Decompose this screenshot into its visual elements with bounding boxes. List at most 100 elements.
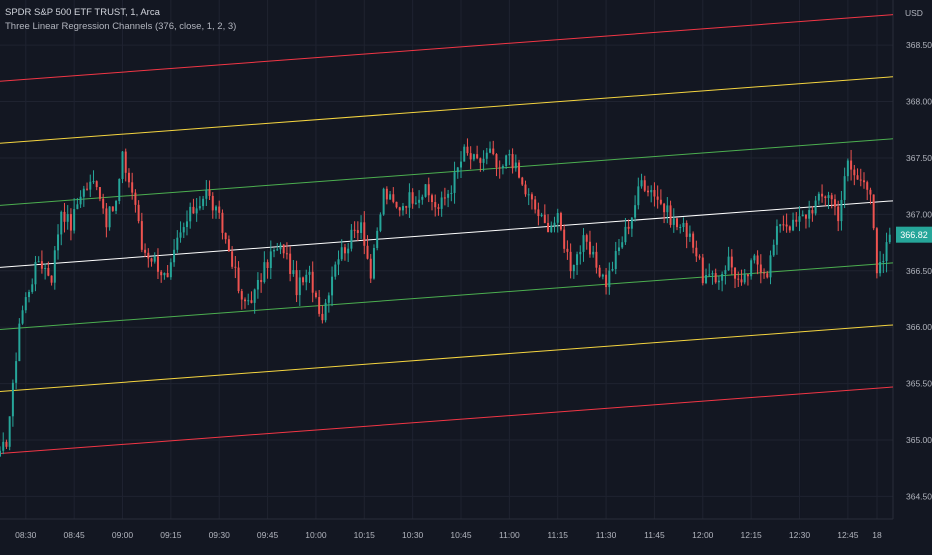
candle-body[interactable] [859, 179, 862, 181]
candle-body[interactable] [221, 212, 224, 233]
candle-body[interactable] [350, 229, 353, 249]
candle-body[interactable] [572, 265, 575, 272]
candle-body[interactable] [250, 300, 253, 303]
candle-body[interactable] [108, 206, 111, 228]
candle-body[interactable] [479, 158, 482, 163]
candle-body[interactable] [279, 244, 282, 250]
candle-body[interactable] [176, 237, 179, 250]
candle-body[interactable] [556, 213, 559, 223]
candle-body[interactable] [734, 267, 737, 279]
candle-body[interactable] [866, 182, 869, 190]
candle-body[interactable] [821, 193, 824, 197]
candle-body[interactable] [385, 188, 388, 200]
candle-body[interactable] [182, 227, 185, 233]
candle-body[interactable] [779, 224, 782, 227]
candle-body[interactable] [682, 222, 685, 228]
candle-body[interactable] [234, 266, 237, 268]
candle-body[interactable] [443, 197, 446, 199]
candle-body[interactable] [115, 201, 118, 211]
candle-body[interactable] [640, 180, 643, 187]
candle-body[interactable] [308, 271, 311, 275]
candle-body[interactable] [276, 249, 279, 251]
candle-body[interactable] [89, 181, 92, 190]
candle-body[interactable] [253, 289, 256, 303]
candle-body[interactable] [215, 206, 217, 211]
candle-body[interactable] [118, 178, 121, 202]
candle-body[interactable] [830, 195, 833, 200]
candle-body[interactable] [543, 214, 546, 223]
candle-body[interactable] [611, 269, 614, 271]
candle-body[interactable] [630, 217, 633, 229]
candle-body[interactable] [601, 274, 604, 277]
candle-body[interactable] [331, 276, 334, 296]
candle-body[interactable] [569, 251, 572, 272]
candle-body[interactable] [804, 214, 807, 219]
candle-body[interactable] [833, 199, 836, 207]
candle-body[interactable] [318, 297, 321, 314]
candle-body[interactable] [617, 247, 620, 252]
candle-body[interactable] [714, 273, 717, 283]
candle-body[interactable] [505, 155, 508, 167]
candle-body[interactable] [369, 258, 372, 279]
candle-body[interactable] [334, 264, 337, 277]
candle-body[interactable] [430, 195, 433, 203]
candle-body[interactable] [353, 229, 356, 231]
candle-body[interactable] [124, 151, 127, 173]
candle-body[interactable] [169, 262, 172, 278]
candle-body[interactable] [379, 214, 382, 231]
candle-body[interactable] [846, 160, 849, 177]
candle-body[interactable] [614, 251, 617, 270]
candle-body[interactable] [192, 206, 195, 214]
candle-body[interactable] [372, 248, 375, 279]
candle-body[interactable] [408, 192, 411, 208]
candle-body[interactable] [401, 206, 404, 211]
candle-body[interactable] [263, 262, 266, 283]
candle-body[interactable] [527, 194, 530, 196]
candle-body[interactable] [856, 175, 859, 180]
candle-body[interactable] [875, 228, 878, 274]
candle-body[interactable] [179, 232, 182, 238]
candle-body[interactable] [73, 209, 76, 231]
candle-body[interactable] [376, 230, 379, 249]
candle-body[interactable] [285, 253, 288, 255]
candle-body[interactable] [208, 189, 211, 196]
candle-body[interactable] [389, 194, 392, 200]
candle-body[interactable] [463, 146, 466, 162]
candle-body[interactable] [553, 222, 556, 226]
candle-body[interactable] [769, 255, 772, 278]
candle-body[interactable] [605, 274, 608, 288]
candle-body[interactable] [0, 450, 1, 457]
candle-body[interactable] [173, 249, 176, 263]
candle-body[interactable] [343, 247, 346, 254]
candle-body[interactable] [801, 214, 804, 217]
candle-body[interactable] [743, 274, 746, 283]
candle-body[interactable] [782, 224, 785, 226]
candle-body[interactable] [656, 196, 659, 200]
candle-body[interactable] [8, 416, 11, 447]
candle-body[interactable] [501, 166, 504, 168]
candle-body[interactable] [153, 256, 156, 262]
candle-body[interactable] [5, 441, 8, 447]
candle-body[interactable] [269, 251, 272, 269]
candle-body[interactable] [746, 274, 749, 277]
candle-body[interactable] [166, 273, 169, 278]
candle-body[interactable] [756, 255, 759, 265]
candle-body[interactable] [421, 196, 424, 200]
candle-body[interactable] [672, 218, 675, 225]
candle-body[interactable] [137, 204, 140, 222]
candle-body[interactable] [24, 297, 27, 311]
candle-body[interactable] [195, 208, 198, 214]
candle-body[interactable] [679, 227, 682, 229]
candle-body[interactable] [850, 160, 853, 170]
candle-body[interactable] [140, 221, 143, 250]
candle-body[interactable] [456, 167, 459, 173]
symbol-title[interactable]: SPDR S&P 500 ETF TRUST, 1, Arca [5, 7, 160, 18]
candle-body[interactable] [121, 151, 124, 179]
candle-body[interactable] [237, 267, 240, 292]
candle-body[interactable] [534, 199, 537, 210]
candle-body[interactable] [260, 279, 263, 283]
candle-body[interactable] [811, 210, 814, 214]
candle-body[interactable] [685, 222, 688, 237]
candle-body[interactable] [885, 242, 888, 262]
